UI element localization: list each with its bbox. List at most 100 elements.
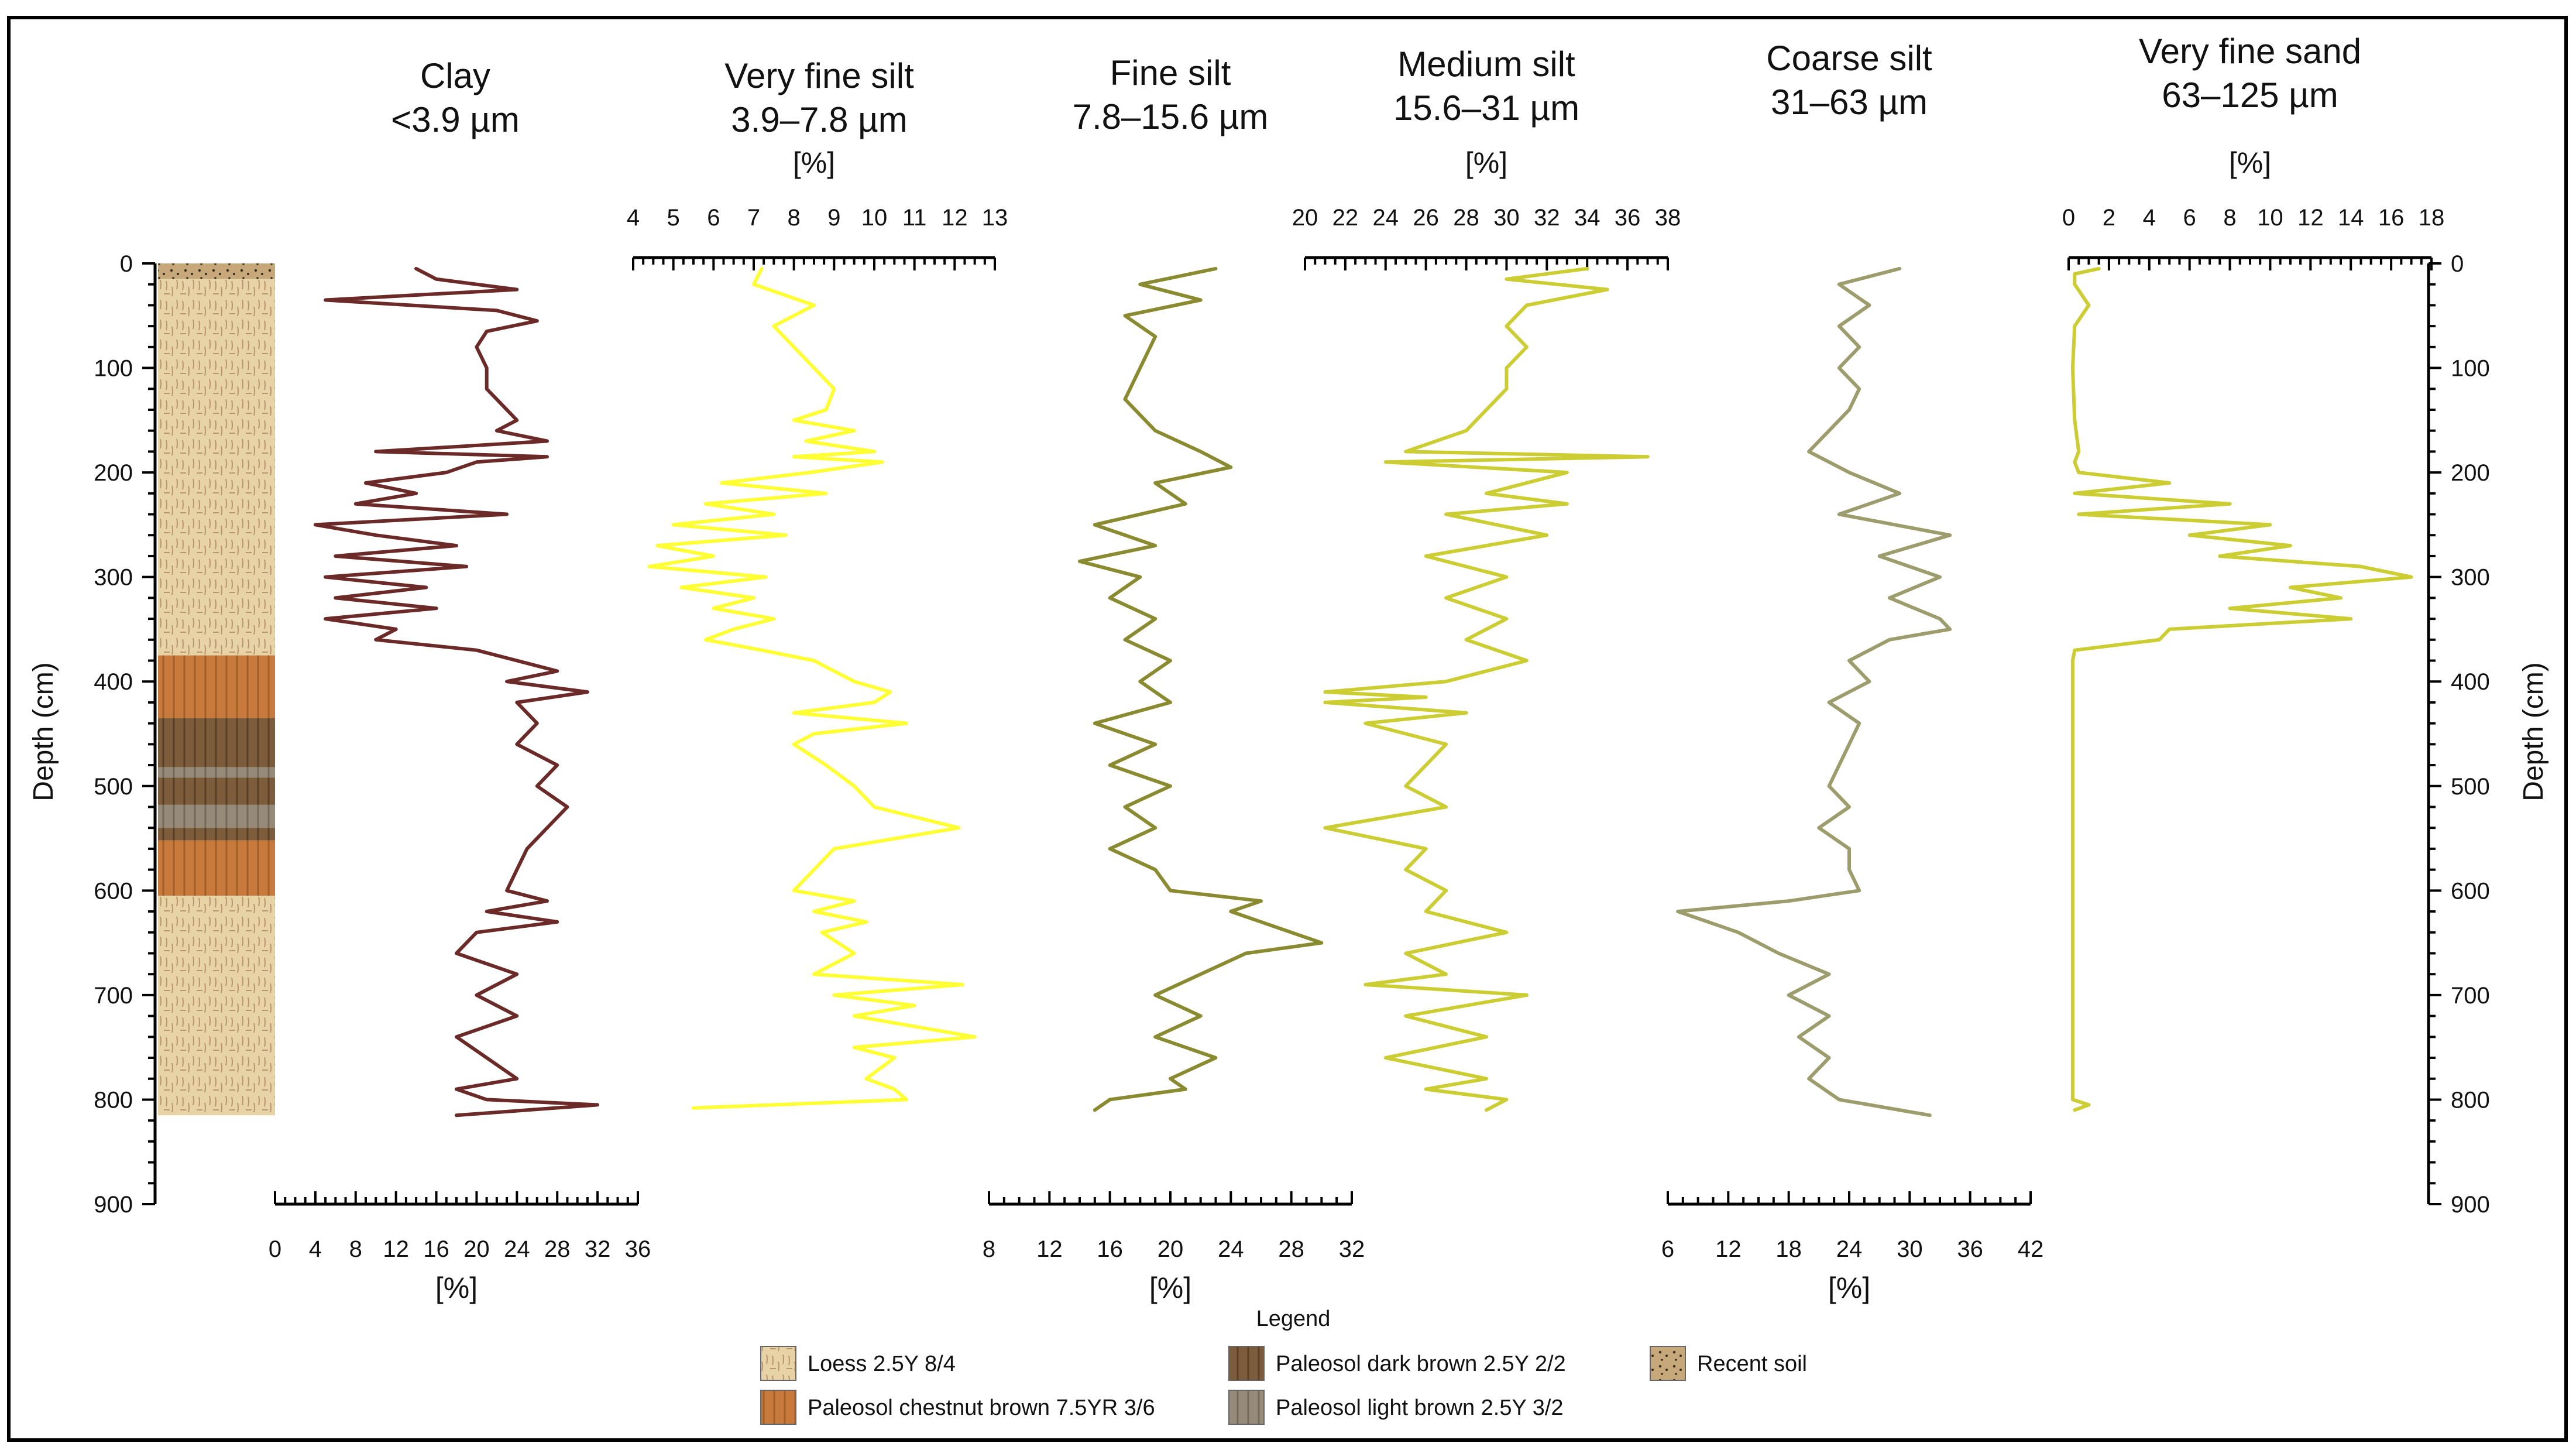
lithology-column [158,263,275,1116]
lithology-unit-0 [158,263,275,279]
value-tick-label: 24 [1373,205,1399,231]
lithology-unit-9 [158,896,275,1116]
panels: Clay<3.9 µm0 4 8 12 16 20 24 28 32 36[%]Very fine… [269,32,2444,1304]
depth-tick-label: 100 [2451,356,2490,382]
panel-title: Clay [420,56,490,95]
value-tick-label: 16 [2378,205,2405,231]
panel-fine-silt: Fine silt 7.8–15.6 µm 8 12 16 20 24 28 32 [%] [983,53,1365,1304]
value-tick-label: 13 [982,205,1008,231]
value-tick-label: 5 [667,205,680,231]
depth-tick-label: 600 [2451,878,2490,904]
series-line [1676,266,1952,1118]
legend-label: Paleosol light brown 2.5Y 3/2 [1276,1396,1564,1420]
legend-label: Paleosol dark brown 2.5Y 2/2 [1276,1352,1566,1376]
panel-very-fine-sand: Very fine sand 63–125 µm 0 2 4 6 8 10 12 14 16 18 [%… [2062,32,2444,1112]
depth-axis-right: 0 100 200 300 400 500 600 700 800 900 [2427,251,2490,1218]
value-tick-label: 20 [1292,205,1318,231]
depth-tick-label: 700 [2451,983,2490,1009]
value-tick-label: 28 [544,1236,571,1262]
value-tick-label: 32 [1534,205,1560,231]
series-line [1078,266,1324,1112]
panel-subtitle: 31–63 µm [1771,83,1928,122]
panel-title: Fine silt [1110,53,1231,92]
lithology-unit-1 [158,279,275,656]
value-tick-label: 12 [942,205,968,231]
value-tick-label: 4 [627,205,640,231]
value-tick-label: 28 [1278,1236,1304,1262]
value-tick-label: 20 [1158,1236,1184,1262]
value-tick-label: 12 [1715,1236,1742,1262]
value-tick-label: 38 [1655,205,1681,231]
lithology-unit-3 [158,718,275,767]
value-tick-label: 12 [1036,1236,1063,1262]
value-tick-label: 4 [2143,205,2156,231]
panel-subtitle: 3.9–7.8 µm [731,100,907,139]
value-tick-label: 8 [349,1236,362,1262]
value-tick-label: 28 [1453,205,1479,231]
value-tick-label: 12 [2297,205,2324,231]
value-tick-label: 24 [1218,1236,1244,1262]
depth-axis-label-left: Depth (cm) [28,662,59,801]
depth-tick-label: 0 [120,251,133,277]
value-tick-label: 32 [585,1236,611,1262]
value-tick-label: 34 [1574,205,1600,231]
legend-label: Loess 2.5Y 8/4 [808,1352,956,1376]
panel-subtitle: 7.8–15.6 µm [1073,97,1269,136]
depth-tick-label: 0 [2451,251,2464,277]
depth-tick-label: 800 [94,1087,133,1113]
value-tick-label: 6 [707,205,720,231]
depth-tick-label: 600 [94,878,133,904]
series-line [1323,266,1650,1112]
series-line [2070,266,2413,1112]
lithology-unit-5 [158,777,275,805]
value-tick-label: 36 [1615,205,1641,231]
value-axis-unit: [%] [435,1271,478,1304]
value-tick-label: 24 [1836,1236,1863,1262]
value-axis-unit: [%] [2229,146,2271,179]
depth-axis-label-right: Depth (cm) [2518,662,2549,801]
figure-frame [7,16,2568,1442]
panel-title: Very fine silt [724,56,914,95]
legend-swatch [1228,1346,1265,1381]
value-tick-label: 18 [1775,1236,1802,1262]
legend-swatch [1650,1346,1686,1381]
legend-label: Paleosol chestnut brown 7.5YR 3/6 [808,1396,1155,1420]
depth-axis-left: 0 100 200 300 400 500 600 700 800 900 [94,251,157,1218]
depth-tick-label: 200 [94,460,133,486]
value-tick-label: 4 [309,1236,322,1262]
depth-tick-label: 400 [94,669,133,695]
legend-swatch [760,1390,796,1425]
depth-tick-label: 900 [94,1192,133,1218]
value-tick-label: 10 [2257,205,2283,231]
value-tick-label: 9 [827,205,840,231]
lithology-unit-8 [158,840,275,896]
value-tick-label: 42 [2018,1236,2044,1262]
panel-coarse-silt: Coarse silt 31–63 µm 6 12 18 24 30 36 42 [%] [1661,39,2043,1304]
panel-subtitle: <3.9 µm [391,100,520,139]
lithology-unit-6 [158,804,275,828]
value-tick-label: 30 [1897,1236,1923,1262]
value-tick-label: 0 [269,1236,281,1262]
value-tick-label: 8 [2223,205,2236,231]
depth-tick-label: 800 [2451,1087,2490,1113]
depth-tick-label: 500 [2451,774,2490,800]
value-tick-label: 2 [2103,205,2115,231]
value-tick-label: 26 [1413,205,1439,231]
value-tick-label: 10 [861,205,888,231]
legend: Legend Loess 2.5Y 8/4 Paleosol dark brown… [760,1307,1807,1425]
value-tick-label: 0 [2062,205,2075,231]
lithology-unit-4 [158,767,275,778]
value-tick-label: 32 [1339,1236,1365,1262]
value-tick-label: 30 [1493,205,1520,231]
series-line [647,266,977,1110]
value-tick-label: 14 [2338,205,2364,231]
panel-title: Medium silt [1397,44,1575,84]
value-axis-unit: [%] [793,146,835,179]
legend-swatch [1228,1390,1265,1425]
depth-tick-label: 100 [94,356,133,382]
value-tick-label: 8 [983,1236,995,1262]
panel-title: Very fine sand [2139,32,2361,71]
value-axis-unit: [%] [1149,1271,1191,1304]
depth-tick-label: 300 [2451,565,2490,591]
